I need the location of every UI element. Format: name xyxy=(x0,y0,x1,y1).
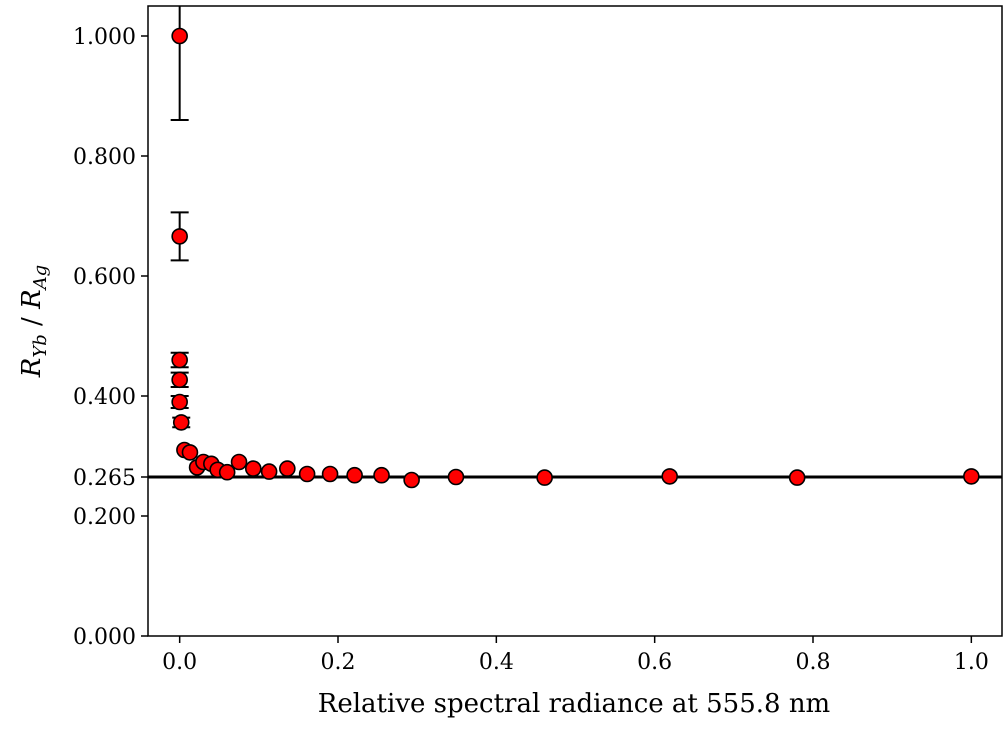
data-point xyxy=(230,453,248,471)
y-tick-label: 1.000 xyxy=(73,25,136,50)
y-label-sub2: Ag xyxy=(30,265,51,292)
x-axis-ticks: 0.0 0.2 0.4 0.6 0.8 1.0 xyxy=(162,636,989,675)
data-point xyxy=(447,468,465,486)
data-point xyxy=(788,469,806,486)
y-axis-ticks: 0.000 0.200 0.265 0.400 0.600 0.800 1.000 xyxy=(73,25,148,650)
y-tick-label: 0.800 xyxy=(73,145,136,170)
data-point xyxy=(536,469,553,486)
plot-frame xyxy=(147,5,1003,637)
data-point xyxy=(373,466,390,484)
y-label-main2: R xyxy=(17,289,47,310)
data-points xyxy=(171,27,980,489)
x-tick-label: 0.8 xyxy=(796,650,831,675)
data-point xyxy=(321,465,339,483)
data-point xyxy=(346,466,363,484)
y-tick-label: 0.265 xyxy=(73,466,136,491)
x-tick-label: 0.0 xyxy=(162,650,197,675)
data-point xyxy=(963,468,980,485)
data-point xyxy=(172,414,190,431)
axes-frame xyxy=(147,5,1003,637)
x-tick-label: 0.6 xyxy=(637,650,672,675)
data-point xyxy=(171,371,188,389)
y-label-sub1: Yb xyxy=(30,334,51,357)
data-point xyxy=(661,468,679,485)
x-tick-label: 0.4 xyxy=(479,650,514,675)
data-point xyxy=(403,471,420,489)
data-point xyxy=(244,460,262,477)
y-tick-label: 0.400 xyxy=(73,385,136,410)
y-tick-label: 0.000 xyxy=(73,625,136,650)
y-tick-label: 0.600 xyxy=(73,265,136,290)
data-point xyxy=(171,351,188,369)
data-point xyxy=(279,460,296,477)
data-point xyxy=(171,228,188,245)
data-point xyxy=(218,463,236,481)
data-point xyxy=(181,444,199,461)
data-point xyxy=(298,465,316,483)
data-point xyxy=(260,463,278,480)
y-label-sep: / xyxy=(17,309,47,334)
y-tick-label: 0.200 xyxy=(73,505,136,530)
x-axis-label: Relative spectral radiance at 555.8 nm xyxy=(318,689,830,719)
y-label-main: R xyxy=(17,358,47,379)
x-tick-label: 1.0 xyxy=(954,650,989,675)
data-point xyxy=(171,393,188,411)
y-axis-label: RYb / RAg xyxy=(17,265,51,378)
x-tick-label: 0.2 xyxy=(321,650,356,675)
data-point xyxy=(171,27,188,45)
